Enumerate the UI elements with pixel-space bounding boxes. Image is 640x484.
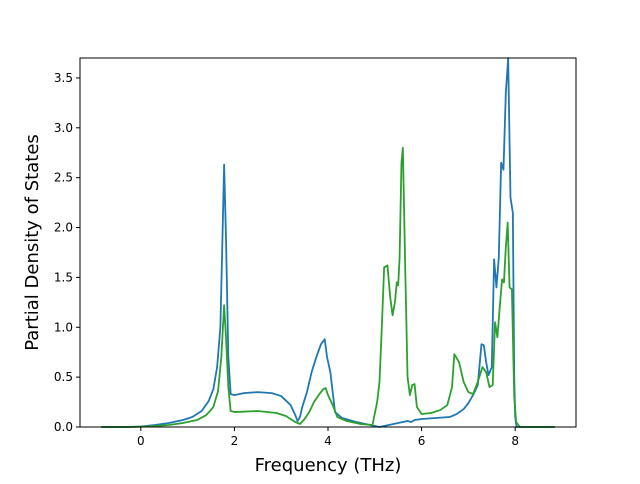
y-tick-label: 0.0	[54, 420, 73, 434]
y-tick-label: 3.0	[54, 121, 73, 135]
series-layer	[101, 57, 555, 428]
y-tick-label: 2.5	[54, 171, 73, 185]
y-tick-label: 2.0	[54, 221, 73, 235]
x-tick-label: 6	[418, 434, 426, 448]
y-axis-ticks: 0.0 0.5 1.0 1.5 2.0 2.5 3.0 3.5	[54, 71, 80, 434]
y-tick-label: 1.5	[54, 270, 73, 284]
x-axis-label: Frequency (THz)	[255, 455, 402, 476]
series-line-2	[101, 146, 555, 428]
x-axis-ticks: 0 2 4 6 8	[137, 427, 519, 448]
y-axis-label: Partial Density of States	[22, 134, 43, 351]
y-tick-label: 0.5	[54, 370, 73, 384]
series-line-1	[101, 57, 555, 428]
x-tick-label: 0	[137, 434, 145, 448]
x-tick-label: 4	[324, 434, 332, 448]
x-tick-label: 2	[231, 434, 239, 448]
x-tick-label: 8	[511, 434, 519, 448]
y-tick-label: 1.0	[54, 320, 73, 334]
y-tick-label: 3.5	[54, 71, 73, 85]
